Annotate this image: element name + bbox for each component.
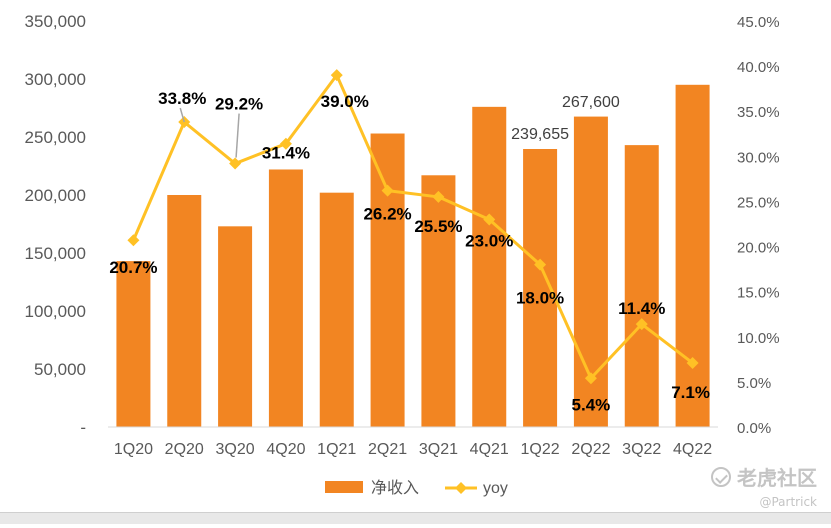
bar-4Q22	[675, 84, 710, 428]
right-axis-tick: 15.0%	[737, 285, 780, 302]
right-axis-tick: 0.0%	[737, 420, 771, 437]
category-label: 4Q20	[266, 441, 305, 458]
leader-line	[179, 107, 185, 123]
left-axis-tick: 250,000	[25, 128, 86, 147]
legend-label-yoy: yoy	[483, 480, 508, 497]
yoy-marker-3Q21	[432, 190, 445, 203]
bar-3Q22	[624, 145, 659, 427]
yoy-marker-4Q20	[279, 137, 292, 150]
yoy-marker-2Q21	[381, 184, 394, 197]
community-logo-icon	[711, 466, 731, 487]
yoy-data-label: 11.4%	[618, 299, 665, 318]
legend-label-revenue: 净收入	[371, 479, 419, 497]
right-axis-tick: 40.0%	[737, 59, 780, 76]
category-label: 1Q21	[317, 441, 356, 458]
category-label: 3Q20	[216, 441, 255, 458]
yoy-data-label: 26.2%	[363, 205, 411, 224]
left-axis-tick: -	[80, 418, 86, 437]
left-axis-tick: 100,000	[25, 302, 86, 321]
yoy-data-label: 39.0%	[321, 92, 369, 111]
yoy-marker-1Q20	[127, 234, 140, 247]
category-label: 1Q20	[114, 441, 153, 458]
bar-3Q21	[421, 175, 456, 427]
legend-swatch-revenue	[325, 481, 363, 493]
yoy-marker-1Q21	[330, 69, 343, 82]
yoy-marker-3Q22	[635, 318, 648, 331]
category-label: 4Q21	[470, 441, 509, 458]
watermark-handle: @Partrick	[759, 495, 817, 509]
category-label: 2Q20	[165, 441, 204, 458]
bar-1Q20	[116, 261, 151, 427]
bar-4Q20	[268, 169, 303, 428]
category-label: 1Q22	[521, 441, 560, 458]
right-axis-tick: 5.0%	[737, 375, 771, 392]
right-axis-tick: 45.0%	[737, 14, 780, 31]
category-label: 3Q22	[622, 441, 661, 458]
bar-2Q20	[167, 195, 202, 427]
bar-data-label: 267,600	[562, 94, 620, 111]
yoy-line	[132, 73, 694, 380]
yoy-marker-3Q20	[229, 157, 242, 170]
watermark-brand: 老虎社区	[737, 466, 817, 490]
bar-1Q21	[319, 192, 354, 427]
right-axis-tick: 25.0%	[737, 194, 780, 211]
yoy-marker-4Q22	[686, 356, 699, 369]
yoy-data-label: 18.0%	[516, 289, 564, 308]
right-axis-tick: 20.0%	[737, 240, 780, 257]
yoy-marker-1Q22	[534, 258, 547, 271]
bottom-border	[0, 512, 831, 524]
bar-4Q21	[472, 106, 507, 427]
right-axis-tick: 30.0%	[737, 149, 780, 166]
right-axis-tick: 10.0%	[737, 330, 780, 347]
left-axis-tick: 300,000	[25, 70, 86, 89]
yoy-data-label: 7.1%	[671, 383, 710, 402]
yoy-data-label: 5.4%	[572, 395, 611, 414]
yoy-data-label: 31.4%	[262, 144, 310, 163]
left-axis-tick: 200,000	[25, 186, 86, 205]
left-axis-tick: 350,000	[25, 12, 86, 31]
category-label: 3Q21	[419, 441, 458, 458]
yoy-data-label: 25.5%	[414, 217, 462, 236]
bar-2Q21	[370, 133, 405, 427]
legend-marker-yoy	[455, 482, 467, 494]
yoy-marker-2Q22	[584, 372, 597, 385]
bar-3Q20	[218, 226, 253, 427]
category-label: 2Q22	[571, 441, 610, 458]
category-label: 4Q22	[673, 441, 712, 458]
right-axis-tick: 35.0%	[737, 104, 780, 121]
category-label: 2Q21	[368, 441, 407, 458]
yoy-data-label: 29.2%	[215, 95, 263, 114]
yoy-marker-4Q21	[483, 213, 496, 226]
bar-data-label: 239,655	[511, 126, 569, 143]
yoy-data-label: 33.8%	[158, 89, 206, 108]
left-axis-tick: 50,000	[34, 360, 86, 379]
watermark: 老虎社区 @Partrick	[711, 462, 817, 509]
leader-line	[235, 113, 240, 158]
left-axis-tick: 150,000	[25, 244, 86, 263]
yoy-data-label: 20.7%	[109, 258, 157, 277]
yoy-data-label: 23.0%	[465, 231, 513, 250]
